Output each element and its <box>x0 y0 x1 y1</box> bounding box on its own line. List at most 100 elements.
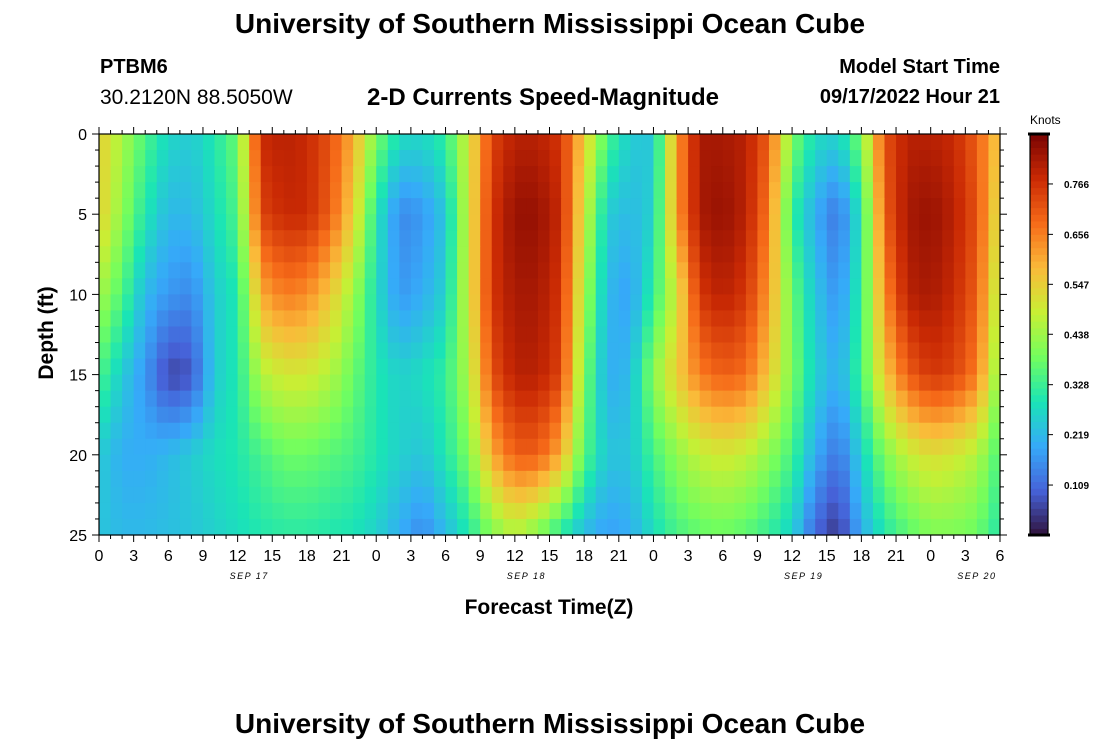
heatmap-cell <box>202 438 216 456</box>
heatmap-cell <box>618 150 631 167</box>
heatmap-cell <box>122 390 135 408</box>
heatmap-cell <box>468 230 481 247</box>
heatmap-cell <box>919 454 932 472</box>
heatmap-cell <box>503 294 516 312</box>
heatmap-cell <box>745 502 759 520</box>
heatmap-cell <box>907 502 920 520</box>
heatmap-cell <box>376 422 389 440</box>
heatmap-cell <box>896 390 909 408</box>
heatmap-cell <box>422 374 435 392</box>
heatmap-cell <box>607 438 620 456</box>
heatmap-cell <box>526 470 539 488</box>
heatmap-cell <box>757 358 770 376</box>
heatmap-cell <box>260 214 273 231</box>
heatmap-cell <box>988 134 1001 151</box>
heatmap-cell <box>214 278 227 295</box>
model-start-value: 09/17/2022 Hour 21 <box>819 86 1000 108</box>
heatmap-cell <box>896 438 909 456</box>
heatmap-cell <box>399 390 412 408</box>
heatmap-cell <box>422 470 435 488</box>
heatmap-cell <box>168 246 181 263</box>
heatmap-cell <box>584 454 597 472</box>
heatmap-cell <box>780 406 793 424</box>
heatmap-cell <box>930 358 943 376</box>
heatmap-cell <box>214 262 227 279</box>
heatmap-cell <box>780 246 793 263</box>
heatmap-cell <box>768 502 782 520</box>
heatmap-cell <box>884 198 897 215</box>
heatmap-cell <box>457 134 470 151</box>
heatmap-cell <box>826 182 839 199</box>
heatmap-cell <box>306 438 320 456</box>
heatmap-cell <box>711 262 724 279</box>
heatmap-cell <box>272 310 285 328</box>
heatmap-cell <box>849 454 862 472</box>
heatmap-cell <box>457 150 470 167</box>
heatmap-cell <box>849 198 862 215</box>
heatmap-cell <box>907 518 920 536</box>
heatmap-cell <box>341 342 354 360</box>
heatmap-cell <box>584 262 597 279</box>
heatmap-cell <box>468 150 481 167</box>
heatmap-cell <box>526 342 539 360</box>
heatmap-cell <box>433 454 447 472</box>
heatmap-cell <box>676 198 689 215</box>
colorbar-segment <box>1030 301 1048 309</box>
heatmap-cell <box>503 470 516 488</box>
heatmap-cell <box>676 374 689 392</box>
heatmap-cell <box>745 358 759 376</box>
heatmap-cell <box>226 214 239 231</box>
colorbar-segment <box>1030 461 1048 469</box>
heatmap-cell <box>283 486 296 504</box>
heatmap-cell <box>445 470 458 488</box>
heatmap-cell <box>930 502 943 520</box>
heatmap-cell <box>607 262 620 279</box>
heatmap-cell <box>930 198 943 215</box>
heatmap-cell <box>249 342 262 360</box>
y-tick-label: 20 <box>69 448 87 465</box>
heatmap-cell <box>468 214 481 231</box>
colorbar-tick-label: 0.656 <box>1064 230 1089 241</box>
heatmap-cell <box>457 406 470 424</box>
heatmap-cell <box>122 518 135 536</box>
heatmap-cell <box>249 406 262 424</box>
heatmap-cell <box>480 230 493 247</box>
heatmap-cell <box>572 358 585 376</box>
heatmap-cell <box>815 470 828 488</box>
heatmap-cell <box>803 486 816 504</box>
heatmap-cell <box>815 166 828 183</box>
heatmap-cell <box>930 230 943 247</box>
heatmap-cell <box>803 470 816 488</box>
heatmap-cell <box>953 246 966 263</box>
heatmap-cell <box>953 470 966 488</box>
heatmap-cell <box>249 182 262 199</box>
heatmap-cell <box>353 182 366 199</box>
heatmap-cell <box>745 134 759 151</box>
heatmap-cell <box>468 166 481 183</box>
heatmap-cell <box>699 182 712 199</box>
heatmap-cell <box>537 310 551 328</box>
heatmap-cell <box>803 454 816 472</box>
heatmap-cell <box>803 246 816 263</box>
heatmap-cell <box>768 390 782 408</box>
heatmap-cell <box>584 342 597 360</box>
heatmap-cell <box>907 246 920 263</box>
heatmap-cell <box>976 262 990 279</box>
heatmap-cell <box>607 342 620 360</box>
heatmap-cell <box>249 518 262 536</box>
heatmap-cell <box>826 150 839 167</box>
heatmap-cell <box>665 454 678 472</box>
heatmap-cell <box>919 390 932 408</box>
heatmap-cell <box>537 294 551 312</box>
heatmap-cell <box>884 230 897 247</box>
heatmap-cell <box>826 518 839 536</box>
heatmap-cell <box>99 374 112 392</box>
heatmap-cell <box>341 502 354 520</box>
heatmap-cell <box>953 134 966 151</box>
heatmap-cell <box>988 470 1001 488</box>
colorbar-segment <box>1030 260 1048 269</box>
heatmap-cell <box>422 262 435 279</box>
heatmap-cell <box>260 486 273 504</box>
heatmap-cell <box>514 230 527 247</box>
heatmap-cell <box>965 246 978 263</box>
